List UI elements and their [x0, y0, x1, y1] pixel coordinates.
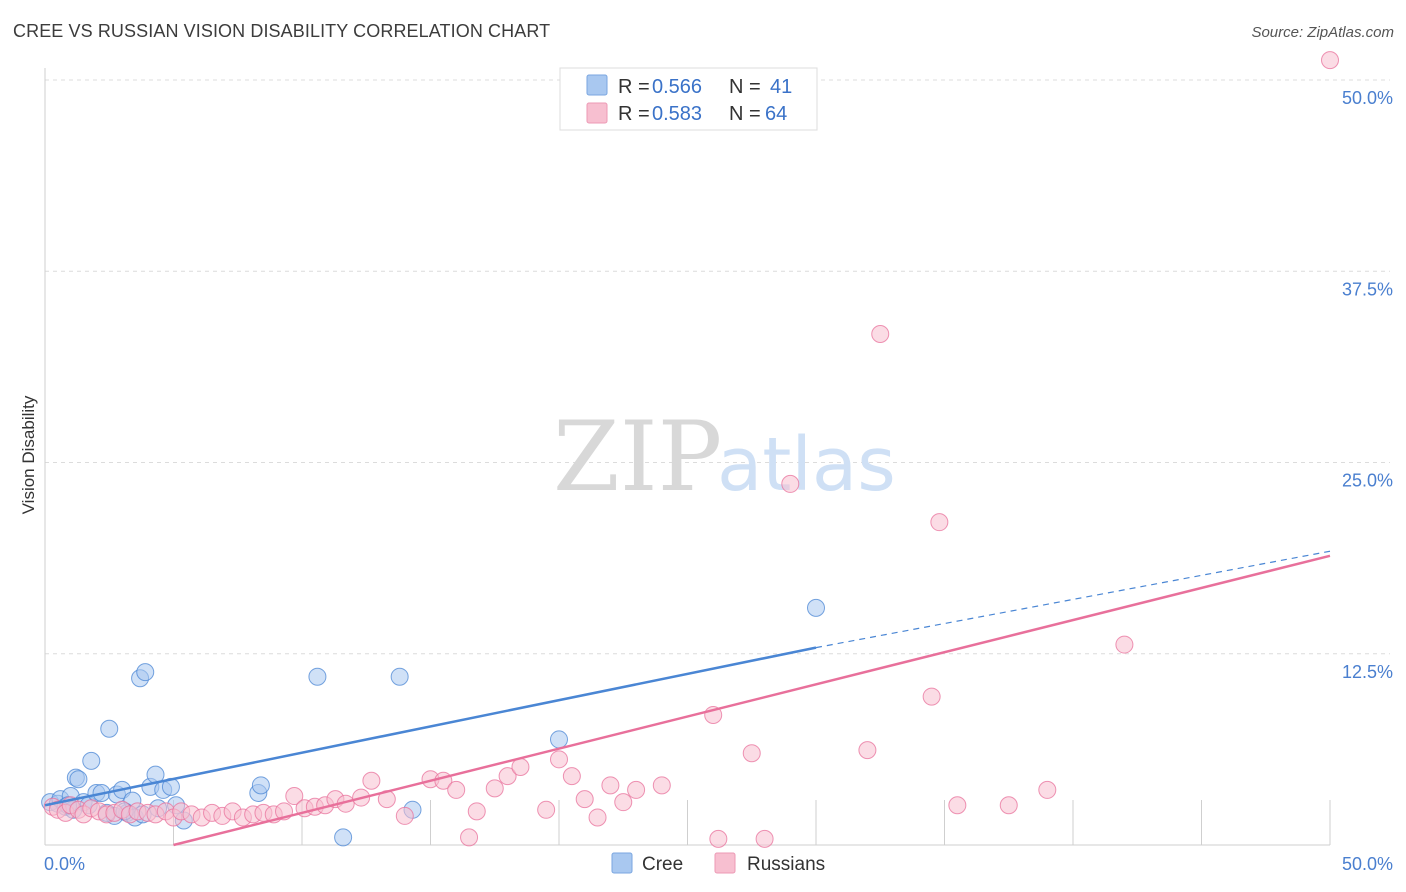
russians-point [999, 796, 1018, 815]
axes [44, 68, 1331, 846]
cree-point [251, 776, 270, 795]
russians-point [614, 793, 633, 812]
russians-point [588, 808, 607, 827]
legend-n-value-cree: 41 [770, 76, 792, 98]
russians-point [550, 750, 568, 769]
russians-point [1115, 635, 1134, 654]
russians-point [395, 806, 414, 825]
y-tick-label: 50.0% [1342, 88, 1393, 108]
cree-point [390, 667, 409, 686]
bottom-legend-swatch-russians [714, 852, 736, 874]
legend-r-value-russians: 0.583 [652, 103, 702, 125]
y-tick-label: 25.0% [1342, 471, 1393, 491]
bottom-legend: Cree Russians [611, 852, 825, 875]
russians-point [285, 787, 304, 806]
cree-point [82, 751, 101, 770]
cree-point [69, 770, 88, 789]
legend-r-label-cree: R = [618, 76, 650, 98]
x-tick-label: 0.0% [44, 854, 85, 874]
russians-point [467, 802, 486, 821]
cree-point [550, 730, 568, 749]
legend: R = 0.566 N = 41 R = 0.583 N = 64 [559, 67, 818, 131]
watermark-zip: ZIP [553, 401, 722, 513]
cree-trend-extension [815, 550, 1331, 649]
cree-point [334, 828, 353, 847]
legend-r-value-cree: 0.566 [652, 76, 702, 98]
russians-point [948, 796, 967, 815]
russians-point [447, 780, 466, 799]
series-russians-points [43, 51, 1339, 848]
russians-point [485, 779, 504, 798]
russians-point [742, 744, 761, 763]
russians-point [652, 776, 671, 795]
russians-point [930, 513, 949, 532]
russians-trend-line [173, 554, 1331, 847]
source-note: Source: ZipAtlas.com [1251, 24, 1394, 41]
russians-point [1038, 780, 1057, 799]
cree-point [308, 667, 327, 686]
grid-lines [45, 79, 1390, 655]
y-tick-label: 12.5% [1342, 662, 1393, 682]
legend-n-label-cree: N = [729, 76, 761, 98]
russians-point [871, 324, 890, 343]
bottom-legend-label-cree: Cree [642, 854, 683, 875]
russians-point [601, 776, 620, 795]
russians-point [627, 780, 646, 799]
y-tick-label: 37.5% [1342, 279, 1393, 299]
legend-r-label-russians: R = [618, 103, 650, 125]
legend-n-value-russians: 64 [765, 103, 787, 125]
watermark-atlas: atlas [717, 422, 896, 508]
bottom-legend-swatch-cree [611, 852, 633, 874]
russians-point [781, 474, 800, 493]
trend-lines [44, 550, 1331, 847]
russians-point [922, 687, 941, 706]
legend-swatch-cree [586, 74, 608, 96]
russians-point [1321, 51, 1339, 70]
bottom-legend-label-russians: Russians [747, 854, 825, 875]
russians-point [709, 829, 728, 848]
russians-point [858, 741, 877, 760]
x-tick-labels: 0.0% 50.0% [44, 854, 1393, 874]
legend-n-label-russians: N = [729, 103, 761, 125]
russians-point [460, 828, 479, 847]
cree-trend-line [44, 646, 817, 807]
russians-point [498, 767, 517, 786]
russians-point [755, 829, 774, 848]
y-tick-labels: 12.5% 25.0% 37.5% 50.0% [1342, 88, 1393, 682]
y-axis-label: Vision Disability [19, 395, 38, 514]
cree-point [807, 598, 825, 617]
cree-point [100, 719, 119, 738]
russians-point [562, 767, 581, 786]
chart-title: CREE VS RUSSIAN VISION DISABILITY CORREL… [13, 21, 551, 41]
russians-point [537, 800, 556, 819]
cree-point [136, 663, 155, 682]
russians-point [362, 771, 381, 790]
legend-swatch-russians [586, 102, 608, 124]
russians-point [575, 790, 594, 809]
x-tick-label: 50.0% [1342, 854, 1393, 874]
